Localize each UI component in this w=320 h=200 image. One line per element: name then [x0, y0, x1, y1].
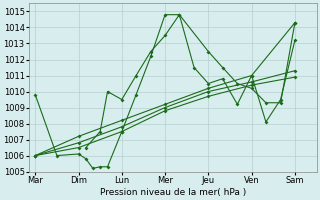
X-axis label: Pression niveau de la mer( hPa ): Pression niveau de la mer( hPa ) [100, 188, 246, 197]
